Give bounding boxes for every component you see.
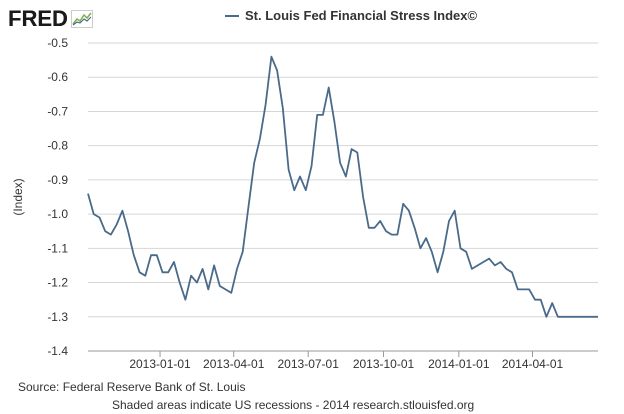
x-tick-label: 2013-10-01 [353,357,415,371]
recession-note: Shaded areas indicate US recessions - 20… [112,398,475,412]
x-tick-label: 2013-04-01 [203,357,265,371]
y-tick-label: -0.7 [47,104,68,118]
y-tick-label: -0.8 [47,139,68,153]
y-tick-label: -1.2 [47,276,68,290]
fred-logo-text: FRED [8,6,68,31]
x-tick-label: 2014-04-01 [502,357,564,371]
y-axis-label: (Index) [11,178,25,215]
y-tick-label: -1.0 [47,207,68,221]
source-note: Source: Federal Reserve Bank of St. Loui… [18,380,246,394]
y-tick-label: -0.9 [47,173,68,187]
y-tick-label: -0.6 [47,70,68,84]
x-tick-label: 2014-01-01 [428,357,490,371]
y-tick-label: -1.3 [47,310,68,324]
fred-logo: FRED [8,6,93,32]
x-tick-label: 2013-01-01 [129,357,191,371]
legend-label: St. Louis Fed Financial Stress Index© [245,8,478,23]
y-tick-label: -1.1 [47,241,68,255]
y-tick-label: -0.5 [47,36,68,50]
legend-line-swatch [225,14,239,17]
fred-chart-icon [70,10,93,28]
x-tick-label: 2013-07-01 [278,357,340,371]
series-line-stress-index [87,55,598,318]
y-tick-label: -1.4 [47,344,68,358]
chart-legend: St. Louis Fed Financial Stress Index© [225,8,477,23]
